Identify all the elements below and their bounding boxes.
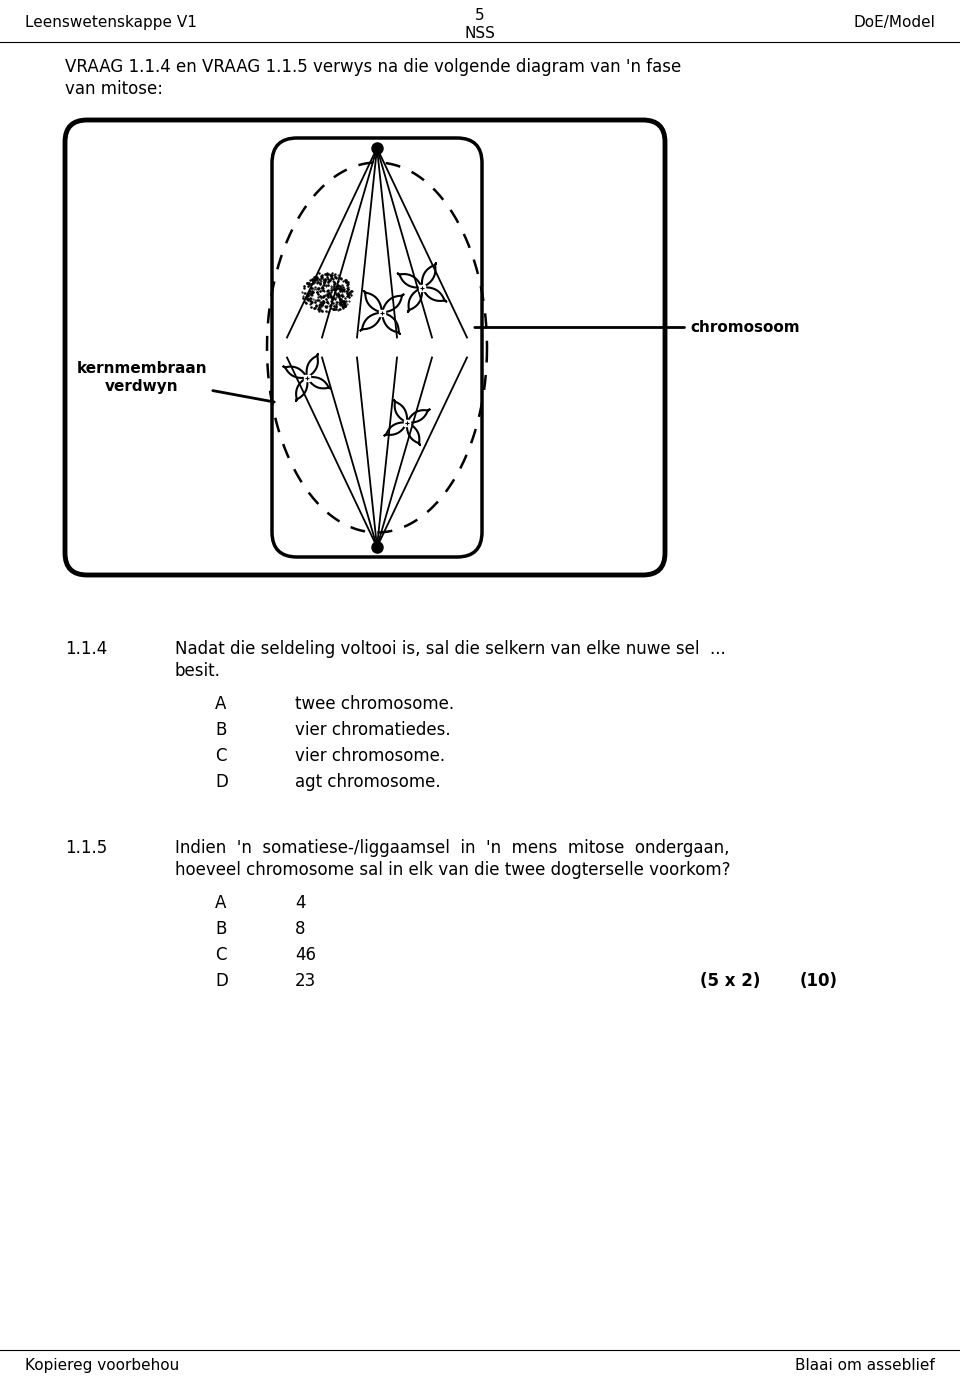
Text: Nadat die seldeling voltooi is, sal die selkern van elke nuwe sel  ...: Nadat die seldeling voltooi is, sal die … xyxy=(175,640,726,658)
Text: Blaai om asseblief: Blaai om asseblief xyxy=(795,1358,935,1373)
Text: A: A xyxy=(215,696,227,713)
Text: 5: 5 xyxy=(475,8,485,23)
Text: (5 x 2): (5 x 2) xyxy=(700,972,760,989)
Text: chromosoom: chromosoom xyxy=(475,320,800,335)
FancyBboxPatch shape xyxy=(65,120,665,575)
Text: Kopiereg voorbehou: Kopiereg voorbehou xyxy=(25,1358,180,1373)
Text: C: C xyxy=(215,747,227,765)
Text: hoeveel chromosome sal in elk van die twee dogterselle voorkom?: hoeveel chromosome sal in elk van die tw… xyxy=(175,861,731,879)
Text: kernmembraan
verdwyn: kernmembraan verdwyn xyxy=(77,362,275,402)
Text: 23: 23 xyxy=(295,972,316,989)
Text: D: D xyxy=(215,972,228,989)
Text: besit.: besit. xyxy=(175,662,221,680)
Text: NSS: NSS xyxy=(465,26,495,41)
Text: A: A xyxy=(215,894,227,912)
Text: 8: 8 xyxy=(295,920,305,938)
Text: vier chromosome.: vier chromosome. xyxy=(295,747,445,765)
Text: agt chromosome.: agt chromosome. xyxy=(295,773,441,791)
Text: 4: 4 xyxy=(295,894,305,912)
Text: 1.1.4: 1.1.4 xyxy=(65,640,108,658)
Text: (10): (10) xyxy=(800,972,838,989)
Text: Leenswetenskappe V1: Leenswetenskappe V1 xyxy=(25,15,197,30)
Text: 46: 46 xyxy=(295,947,316,965)
Text: twee chromosome.: twee chromosome. xyxy=(295,696,454,713)
Text: C: C xyxy=(215,947,227,965)
Text: van mitose:: van mitose: xyxy=(65,80,163,98)
Text: Indien  'n  somatiese-/liggaamsel  in  'n  mens  mitose  ondergaan,: Indien 'n somatiese-/liggaamsel in 'n me… xyxy=(175,839,730,857)
Text: 1.1.5: 1.1.5 xyxy=(65,839,108,857)
Text: B: B xyxy=(215,720,227,740)
Text: DoE/Model: DoE/Model xyxy=(853,15,935,30)
Text: B: B xyxy=(215,920,227,938)
Text: D: D xyxy=(215,773,228,791)
FancyBboxPatch shape xyxy=(272,138,482,558)
Text: VRAAG 1.1.4 en VRAAG 1.1.5 verwys na die volgende diagram van 'n fase: VRAAG 1.1.4 en VRAAG 1.1.5 verwys na die… xyxy=(65,58,682,76)
Text: vier chromatiedes.: vier chromatiedes. xyxy=(295,720,450,740)
